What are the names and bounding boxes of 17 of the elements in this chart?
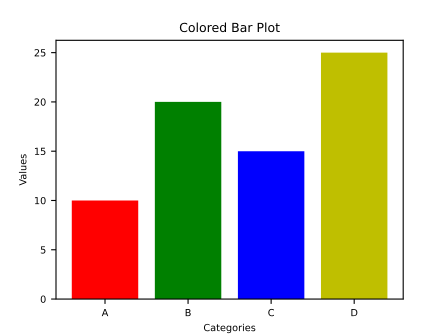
bar [154, 102, 222, 300]
y-axis-title: Values [18, 154, 26, 186]
y-tick-label: 25 [34, 49, 46, 56]
bar [72, 200, 138, 300]
y-tick-label: 15 [34, 148, 46, 156]
x-tick-label: C [268, 308, 274, 316]
bar [238, 151, 304, 300]
x-axis-title: Categories [204, 324, 256, 334]
x-tick-label: B [186, 309, 191, 316]
bar [320, 52, 388, 300]
y-tick-label: 20 [34, 98, 46, 106]
x-tick-label: A [102, 309, 108, 316]
y-tick-label: 5 [40, 246, 46, 254]
y-tick-label: 0 [40, 296, 46, 303]
y-tick-label: 10 [34, 196, 46, 204]
x-tick-label: D [351, 309, 358, 316]
chart-title: Colored Bar Plot [180, 22, 280, 32]
